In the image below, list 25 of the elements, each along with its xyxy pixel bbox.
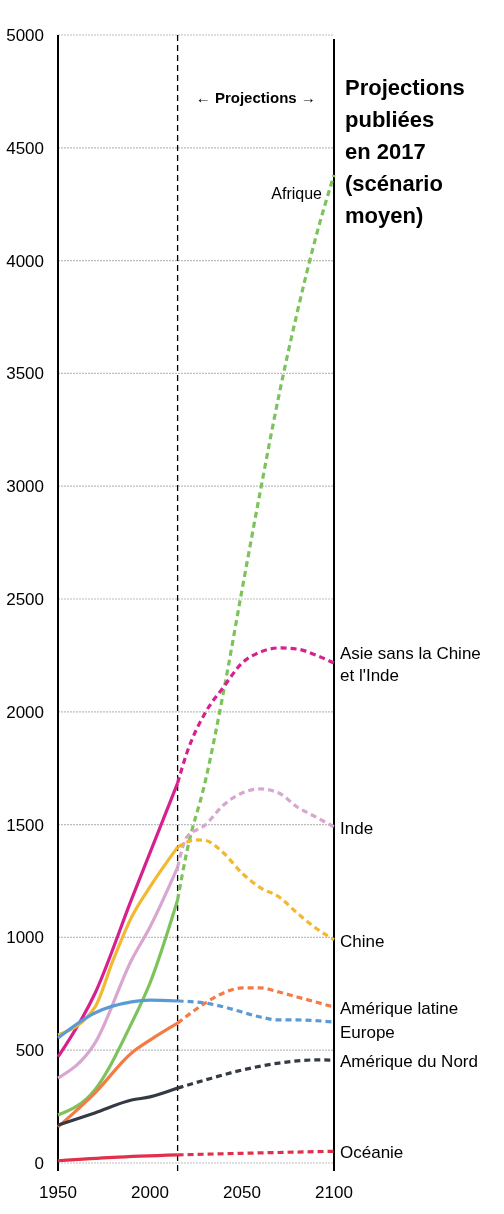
y-tick-label: 2500 — [6, 589, 44, 609]
series-label: Asie sans la Chine et l'Inde — [340, 644, 481, 686]
x-tick-label: 2100 — [315, 1183, 353, 1202]
series-label: Afrique — [271, 184, 323, 202]
series-label: Amérique du Nord — [340, 1052, 478, 1072]
series-label: Amérique latine — [340, 999, 459, 1019]
series-label: Chine — [340, 931, 385, 951]
y-tick-label: 4000 — [6, 251, 44, 271]
x-tick-label: 2050 — [223, 1183, 261, 1202]
y-tick-label: 5000 — [6, 25, 44, 45]
y-tick-label: 4500 — [6, 138, 44, 158]
y-tick-label: 0 — [34, 1153, 44, 1173]
y-tick-label: 2000 — [6, 702, 44, 722]
x-tick-label: 2000 — [131, 1183, 169, 1202]
x-tick-label: 1950 — [39, 1183, 77, 1202]
ref-line-label: ← Projections → — [195, 89, 316, 106]
y-tick-label: 1500 — [6, 815, 44, 835]
y-tick-label: 1000 — [6, 928, 44, 948]
y-tick-label: 3500 — [6, 364, 44, 384]
y-tick-label: 3000 — [6, 477, 44, 497]
series-label: Europe — [340, 1023, 395, 1043]
series-label: Océanie — [340, 1143, 404, 1163]
series-label: Inde — [340, 818, 374, 838]
text: Projections publiées en 2017 (scénario moyen) — [345, 75, 465, 228]
y-tick-label: 500 — [15, 1041, 44, 1061]
